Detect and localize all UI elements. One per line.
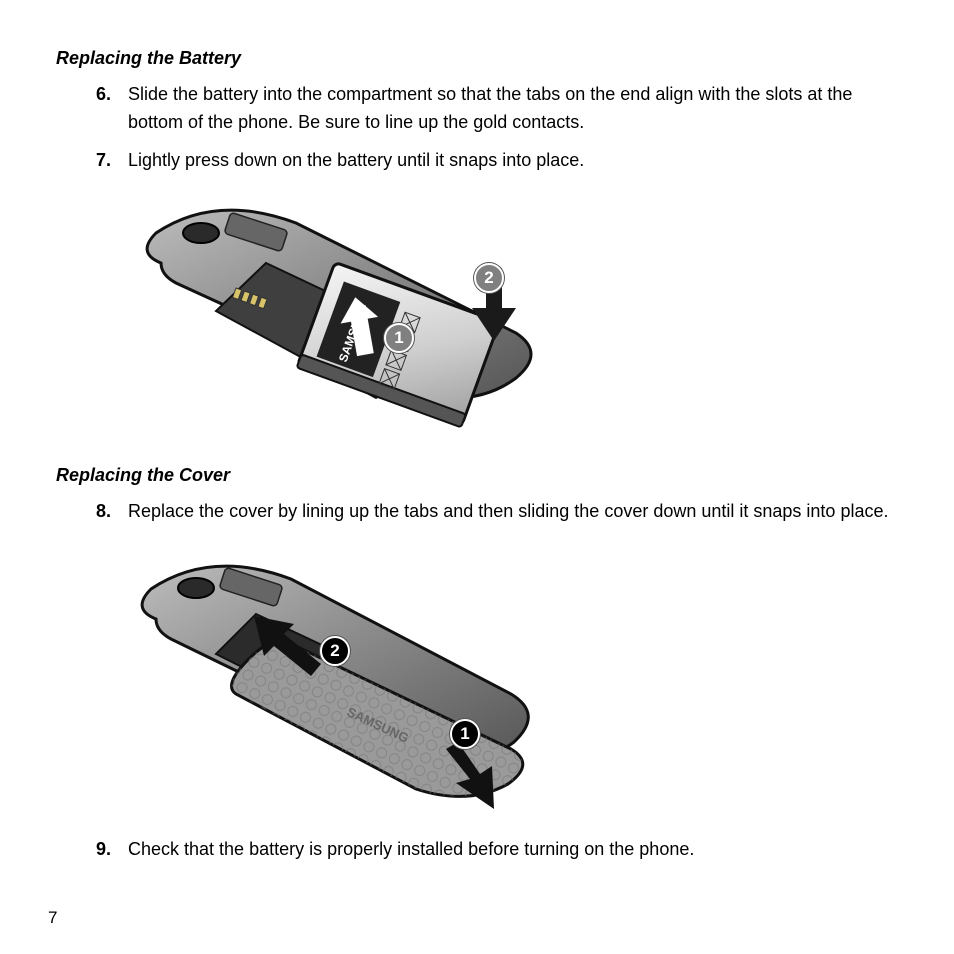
step-text: Check that the battery is properly insta… [128,836,898,864]
section1-steps: 6. Slide the battery into the compartmen… [96,81,898,175]
callout-label: 1 [394,328,403,348]
section1-heading: Replacing the Battery [56,48,898,69]
callout-1: 1 [384,323,414,353]
phone-battery-illustration: SAMSUNG [116,193,546,443]
phone-cover-illustration: SAMSUNG [116,544,546,814]
manual-page: Replacing the Battery 6. Slide the batte… [0,0,954,954]
step-7: 7. Lightly press down on the battery unt… [96,147,898,175]
callout-label: 2 [484,268,493,288]
step-text: Lightly press down on the battery until … [128,147,898,175]
figure-replacing-battery: SAMSUNG 1 [116,193,546,443]
callout-label: 1 [460,724,469,744]
section2-heading: Replacing the Cover [56,465,898,486]
section2-steps-after: 9. Check that the battery is properly in… [96,836,898,864]
step-num: 6. [96,81,128,109]
page-number: 7 [48,908,57,928]
step-num: 7. [96,147,128,175]
callout-1b: 1 [450,719,480,749]
step-text: Replace the cover by lining up the tabs … [128,498,898,526]
step-num: 8. [96,498,128,526]
step-text: Slide the battery into the compartment s… [128,81,898,137]
section2-steps: 8. Replace the cover by lining up the ta… [96,498,898,526]
callout-2b: 2 [320,636,350,666]
figure-replacing-cover: SAMSUNG 2 1 [116,544,546,814]
step-8: 8. Replace the cover by lining up the ta… [96,498,898,526]
step-6: 6. Slide the battery into the compartmen… [96,81,898,137]
step-num: 9. [96,836,128,864]
callout-label: 2 [330,641,339,661]
step-9: 9. Check that the battery is properly in… [96,836,898,864]
callout-2: 2 [474,263,504,293]
